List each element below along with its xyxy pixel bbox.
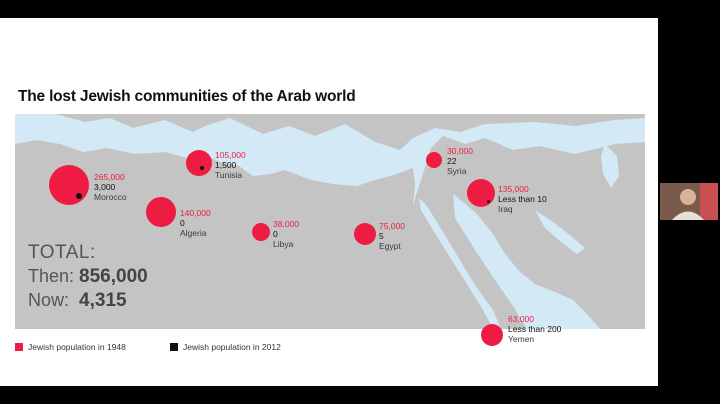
total-then-row: Then: 856,000	[28, 267, 148, 286]
syria-1948-marker	[426, 152, 442, 168]
morocco-2012-marker	[76, 193, 82, 199]
tunisia-1948-marker	[186, 150, 212, 176]
total-now-label: Now:	[28, 290, 70, 310]
algeria-2012-value: 0	[180, 218, 185, 228]
libya-2012-value: 0	[273, 229, 278, 239]
total-now-row: Now: 4,315	[28, 291, 148, 310]
total-summary: TOTAL: Then: 856,000 Now: 4,315	[28, 243, 148, 310]
map: 265,000 3,000 Morocco 105,000 1,500 Tuni…	[15, 114, 645, 346]
morocco-name: Morocco	[94, 192, 127, 202]
libya-1948-marker	[252, 223, 270, 241]
syria-2012-value: 22	[447, 156, 457, 166]
total-now-value: 4,315	[79, 290, 127, 311]
tunisia-2012-value: 1,500	[215, 160, 237, 170]
libya-1948-value: 38,000	[273, 219, 299, 229]
egypt-name: Egypt	[379, 241, 401, 251]
egypt-2012-value: 5	[379, 231, 384, 241]
syria-1948-value: 30,000	[447, 146, 473, 156]
iraq-1948-marker	[467, 179, 495, 207]
syria-name: Syria	[447, 166, 467, 176]
yemen-label: 63,000 Less than 200 Yemen	[508, 314, 561, 344]
egypt-label: 75,000 5 Egypt	[379, 221, 405, 251]
libya-name: Libya	[273, 239, 294, 249]
legend-label-2012: Jewish population in 2012	[183, 342, 281, 352]
iraq-label: 135,000 Less than 10 Iraq	[498, 184, 547, 214]
algeria-label: 140,000 0 Algeria	[180, 208, 211, 238]
total-label: TOTAL:	[28, 242, 96, 263]
yemen-1948-value: 63,000	[508, 314, 534, 324]
total-then-label: Then:	[28, 266, 75, 286]
presentation-slide: The lost Jewish communities of the Arab …	[0, 18, 658, 386]
legend-swatch-1948	[15, 343, 23, 351]
yemen-name: Yemen	[508, 334, 535, 344]
morocco-2012-value: 3,000	[94, 182, 116, 192]
egypt-1948-marker	[354, 223, 376, 245]
tunisia-name: Tunisia	[215, 170, 243, 180]
yemen-2012-value: Less than 200	[508, 324, 562, 334]
slide-title: The lost Jewish communities of the Arab …	[18, 88, 356, 105]
libya-label: 38,000 0 Libya	[273, 219, 299, 249]
egypt-1948-value: 75,000	[379, 221, 405, 231]
legend-label-1948: Jewish population in 1948	[28, 342, 126, 352]
tunisia-2012-marker	[200, 166, 204, 170]
yemen-1948-marker	[481, 324, 503, 346]
legend-item-2012: Jewish population in 2012	[170, 342, 281, 352]
europe-landmass	[55, 114, 645, 150]
iraq-name: Iraq	[498, 204, 513, 214]
persian-gulf	[535, 210, 585, 254]
legend-swatch-2012	[170, 343, 178, 351]
iraq-2012-value: Less than 10	[498, 194, 547, 204]
syria-label: 30,000 22 Syria	[447, 146, 473, 176]
morocco-1948-value: 265,000	[94, 172, 125, 182]
algeria-1948-marker	[146, 197, 176, 227]
algeria-1948-value: 140,000	[180, 208, 211, 218]
webcam-thumbnail	[660, 183, 718, 220]
morocco-1948-marker	[49, 165, 89, 205]
total-then-value: 856,000	[79, 266, 148, 287]
iraq-1948-value: 135,000	[498, 184, 529, 194]
caspian-sea	[601, 144, 619, 188]
tunisia-1948-value: 105,000	[215, 150, 246, 160]
red-sea	[419, 198, 501, 329]
webcam-person-icon	[660, 183, 718, 220]
tunisia-label: 105,000 1,500 Tunisia	[215, 150, 246, 180]
legend-item-1948: Jewish population in 1948	[15, 342, 126, 352]
morocco-label: 265,000 3,000 Morocco	[94, 172, 127, 202]
iraq-2012-marker	[487, 200, 490, 203]
algeria-name: Algeria	[180, 228, 207, 238]
